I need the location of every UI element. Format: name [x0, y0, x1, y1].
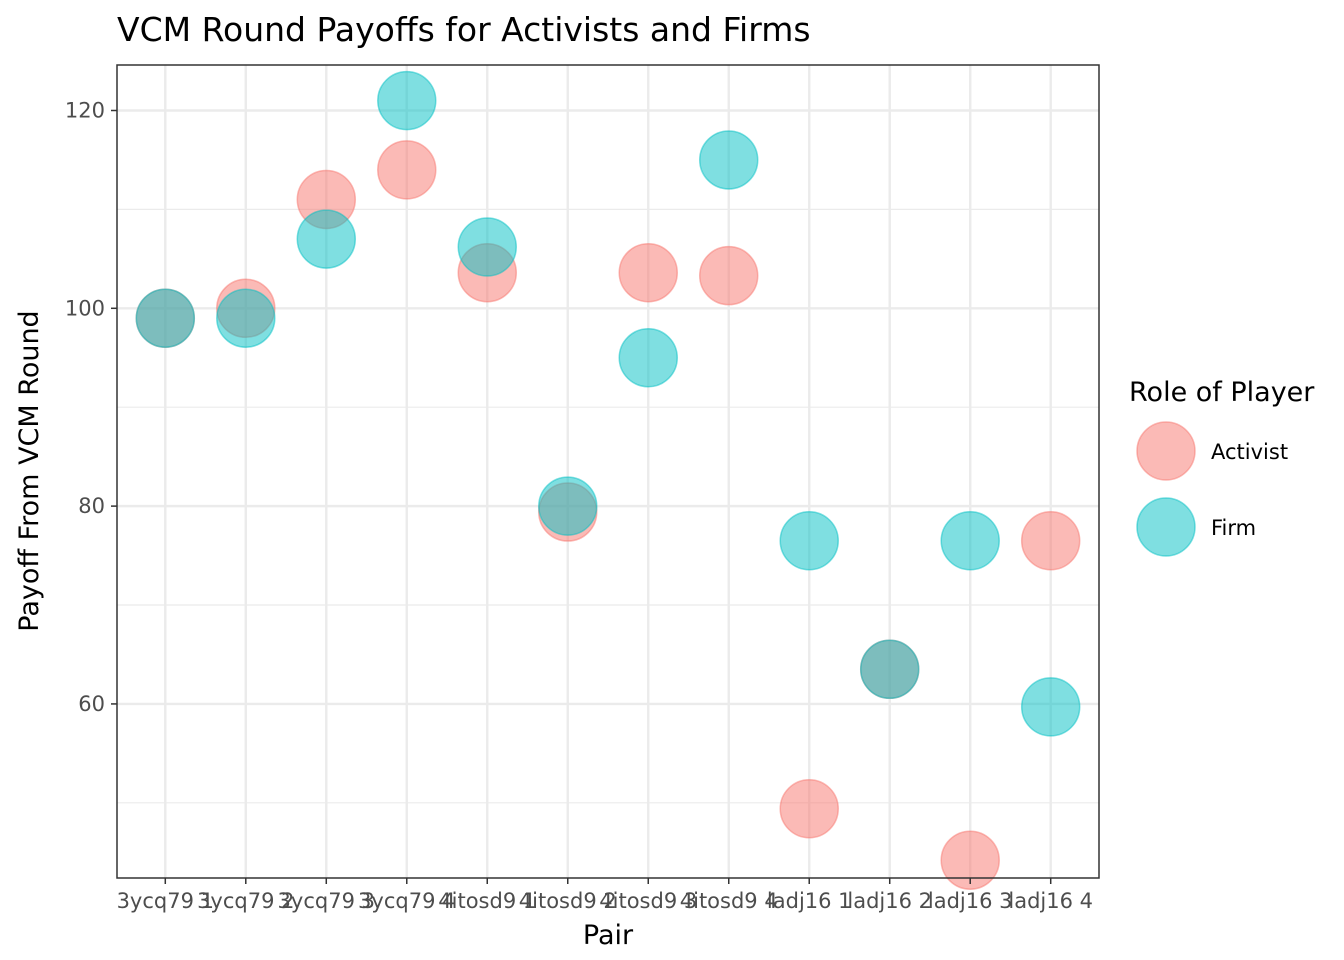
x-tick-label: 3ycq79 1 [117, 889, 214, 913]
point-firm [538, 476, 598, 536]
y-axis-title: Payoff From VCM Round [14, 310, 45, 631]
x-tick-label: 4itosd9 1 [438, 889, 536, 913]
x-tick-label: 3ycq79 3 [278, 889, 375, 913]
point-firm [698, 130, 759, 190]
plot-border [116, 64, 1100, 879]
point-firm [377, 70, 437, 131]
y-tick-label: 80 [78, 494, 105, 518]
point-firm [135, 288, 196, 348]
point-activist [779, 779, 839, 839]
x-tick-label: ladj16 1 [767, 889, 852, 913]
x-tick-label: 4itosd9 2 [519, 889, 617, 913]
grid-minor [117, 208, 1099, 804]
y-axis: 60 80 100 120 [65, 98, 117, 716]
legend-key-activist [1136, 421, 1196, 481]
point-firm [216, 288, 276, 348]
y-tick-label: 100 [65, 296, 105, 320]
point-firm [940, 510, 1000, 571]
point-firm [457, 217, 518, 277]
legend-label-firm: Firm [1211, 516, 1256, 540]
chart-title: VCM Round Payoffs for Activists and Firm… [117, 10, 811, 49]
point-firm [859, 639, 920, 700]
legend-title: Role of Player [1129, 377, 1315, 408]
x-tick-label: ladj16 2 [847, 889, 932, 913]
point-activist [377, 140, 437, 200]
x-tick-label: 3ycq79 2 [197, 889, 294, 913]
plot-panel [117, 65, 1099, 878]
y-tick-label: 60 [78, 692, 105, 716]
legend-key-firm [1136, 497, 1196, 557]
x-tick-label: 4itosd9 4 [680, 889, 778, 913]
legend-label-activist: Activist [1211, 440, 1288, 464]
point-activist [1020, 510, 1081, 571]
x-tick-label: ladj16 4 [1008, 889, 1093, 913]
x-tick-label: 3ycq79 4 [358, 889, 455, 913]
point-activist [698, 245, 759, 306]
points-firm [135, 70, 1081, 737]
x-axis-title: Pair [583, 920, 634, 951]
x-tick-label: ladj16 3 [928, 889, 1013, 913]
x-tick-label: 4itosd9 3 [599, 889, 697, 913]
point-firm [618, 328, 678, 388]
y-tick-label: 120 [65, 98, 105, 122]
legend: Role of Player Activist Firm [1129, 377, 1315, 557]
point-activist [618, 242, 678, 303]
point-firm [1020, 677, 1081, 737]
point-activist [940, 830, 1000, 890]
point-firm [779, 510, 839, 571]
point-firm [296, 209, 357, 269]
grid-major [117, 65, 1099, 878]
